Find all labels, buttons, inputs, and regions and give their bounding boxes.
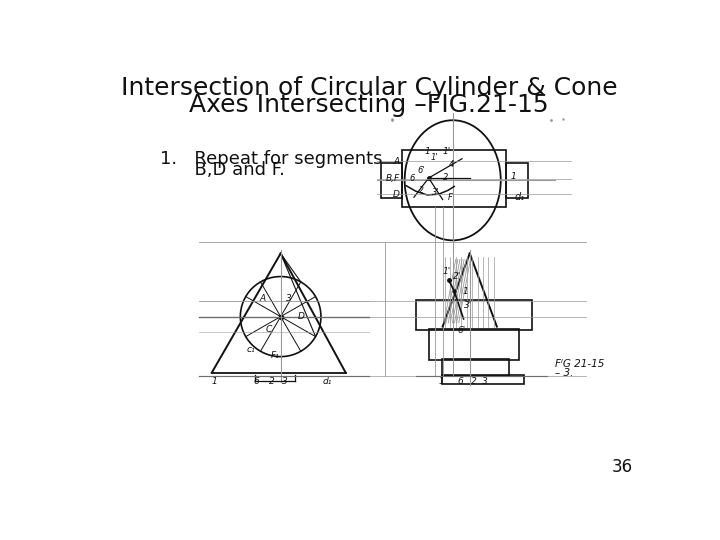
Text: – 3.: – 3.: [555, 368, 573, 378]
Text: 2: 2: [419, 186, 424, 195]
Text: 6: 6: [410, 174, 415, 183]
Text: Axes Intersecting –FIG.21-15: Axes Intersecting –FIG.21-15: [189, 93, 549, 117]
Bar: [402, 150, 506, 207]
Text: F₁: F₁: [271, 350, 279, 360]
Text: 1': 1': [442, 146, 451, 156]
Text: D: D: [297, 312, 305, 321]
Text: 1: 1: [424, 146, 430, 156]
Text: 1': 1': [442, 267, 451, 276]
Text: Intersection of Circular Cylinder & Cone: Intersection of Circular Cylinder & Cone: [121, 76, 617, 100]
Text: 3: 3: [482, 377, 488, 387]
Text: 1: 1: [439, 377, 445, 387]
Bar: [442, 375, 524, 383]
Text: A: A: [259, 294, 265, 302]
Text: d₁: d₁: [515, 192, 525, 202]
Text: 6: 6: [458, 377, 464, 387]
Text: A: A: [394, 157, 400, 166]
Bar: [442, 359, 508, 376]
Text: C: C: [265, 325, 271, 334]
Text: 2: 2: [471, 377, 477, 387]
Text: 2: 2: [443, 173, 449, 183]
Text: 2: 2: [269, 377, 274, 387]
Bar: [381, 163, 402, 198]
Bar: [429, 329, 519, 360]
Text: B,F: B,F: [386, 174, 400, 183]
Text: 1.   Repeat for segments: 1. Repeat for segments: [160, 150, 382, 168]
Text: 1: 1: [462, 287, 468, 296]
Text: 3': 3': [432, 188, 439, 197]
Text: d₁: d₁: [323, 377, 332, 387]
Text: 6: 6: [253, 377, 258, 387]
Text: c₁: c₁: [246, 345, 255, 354]
Text: 36: 36: [611, 458, 632, 476]
Text: 6': 6': [417, 166, 425, 175]
Text: D: D: [393, 190, 400, 199]
Text: 6': 6': [458, 326, 466, 335]
Bar: [506, 163, 528, 198]
Text: F: F: [448, 193, 453, 202]
Bar: [415, 300, 532, 330]
Text: 1': 1': [431, 153, 438, 161]
Text: 1: 1: [212, 377, 217, 387]
Text: 1: 1: [510, 172, 516, 181]
Text: 2': 2': [453, 272, 462, 281]
Text: 3: 3: [286, 294, 292, 302]
Text: 3': 3': [464, 301, 472, 309]
Text: B,D and F.: B,D and F.: [160, 161, 284, 179]
Text: 4: 4: [449, 160, 454, 170]
Text: FᴵG 21-15: FᴵG 21-15: [555, 359, 604, 369]
Text: 3: 3: [282, 377, 288, 387]
